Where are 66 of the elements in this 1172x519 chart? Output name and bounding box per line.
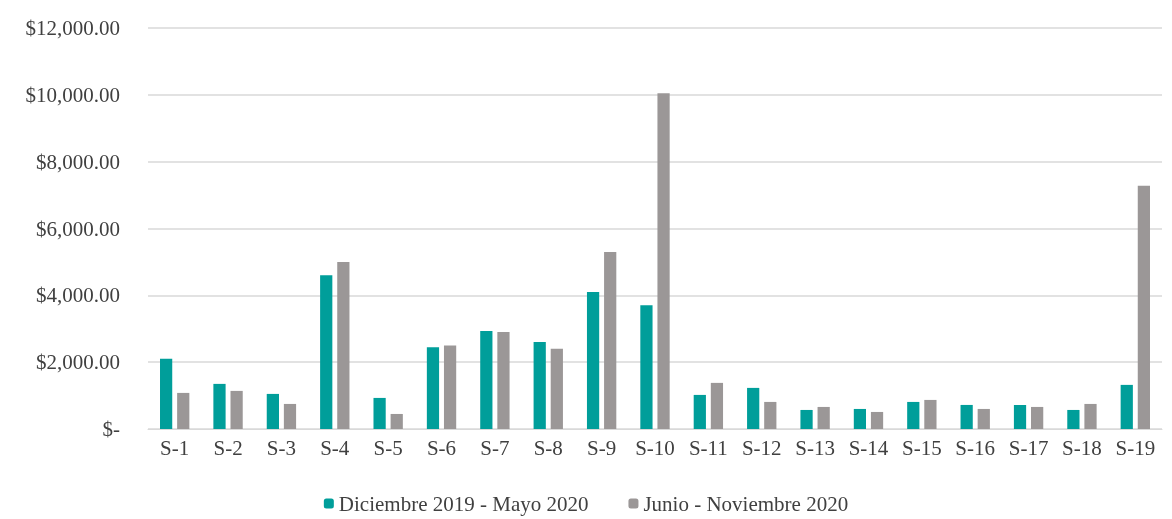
x-tick-label: S-2 [213,435,243,460]
y-tick-label: $6,000.00 [36,216,120,241]
y-tick-label: $8,000.00 [36,149,120,174]
x-tick-label: S-9 [587,435,617,460]
bar [480,331,493,429]
bar [320,275,333,429]
x-tick-label: S-12 [741,435,782,460]
x-tick-label: S-16 [955,435,996,460]
bar [907,401,920,429]
x-tick-label: S-19 [1115,435,1156,460]
y-tick-label: $12,000.00 [25,16,120,40]
bar [693,394,706,429]
bar [710,382,724,429]
bar [924,399,937,429]
bar [1120,384,1133,429]
bar [747,387,760,429]
x-tick-label: S-11 [688,435,728,460]
bar [230,390,243,429]
legend-label: Junio - Noviembre 2020 [643,491,849,516]
bar [1067,409,1080,429]
x-tick-label: S-3 [266,435,297,460]
bar [586,291,600,429]
x-tick-label: S-8 [533,435,563,460]
x-tick-label: S-5 [373,435,403,460]
y-tick-label: $4,000.00 [36,283,120,308]
x-tick-label: S-1 [160,435,190,460]
bar [977,408,990,429]
bar [853,408,867,429]
bar [426,347,440,429]
x-tick-label: S-6 [426,435,457,460]
bar [870,411,884,429]
bar [533,342,546,429]
bar [497,332,510,429]
bar [550,348,563,429]
bar [1084,403,1097,429]
bar [373,397,386,429]
bar [177,392,190,429]
bar [1031,406,1044,429]
y-tick-label: $10,000.00 [25,82,120,107]
bar [657,93,670,429]
y-tick-label: $2,000.00 [36,350,120,375]
y-tick-label: $- [102,417,120,441]
bar [1013,404,1027,429]
bar [337,261,350,429]
legend-label: Diciembre 2019 - Mayo 2020 [338,491,589,516]
bar [443,345,457,429]
x-tick-label: S-14 [848,435,889,460]
x-tick-label: S-15 [902,435,942,460]
bar [960,404,973,429]
bar [604,251,617,429]
bar [800,409,813,429]
x-tick-label: S-18 [1062,435,1102,460]
x-tick-label: S-10 [635,435,675,460]
x-tick-label: S-4 [320,435,350,460]
bar [283,403,297,429]
bar [764,401,777,429]
x-tick-label: S-7 [480,435,510,460]
x-tick-label: S-13 [795,435,835,460]
bar [213,383,226,429]
x-tick-label: S-17 [1008,435,1049,460]
bar [1137,185,1150,429]
bar [390,413,403,429]
bar [817,406,830,429]
bar [160,358,173,429]
bar [266,393,279,429]
bar [640,305,653,429]
